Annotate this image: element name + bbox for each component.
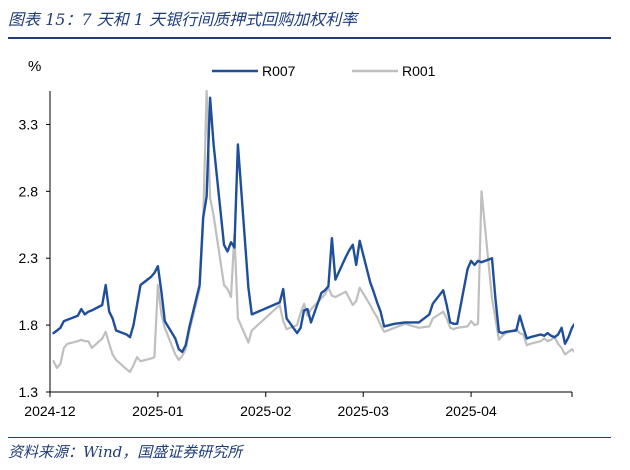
legend-item-r007: R007	[212, 63, 296, 79]
y-tick-label: 1.3	[19, 384, 39, 400]
x-tick-label: 2025-02	[240, 403, 292, 419]
legend-label: R001	[402, 63, 436, 79]
x-tick-label: 2025-04	[445, 403, 497, 419]
legend-item-r001: R001	[352, 63, 436, 79]
title-divider	[8, 37, 611, 39]
x-tick-label: 2024-12	[24, 403, 76, 419]
series-line-r007	[52, 96, 574, 354]
x-axis: 2024-12 2025-01 2025-02 2025-03 2025-04	[24, 391, 573, 419]
series-layer	[52, 90, 574, 373]
x-tick-label: 2025-03	[338, 403, 390, 419]
source-note: 资料来源：Wind，国盛证券研究所	[8, 443, 243, 461]
chart-area: % R007 R001 1.3 1.8 2.3 2.8 3.3 2024-12 2025-0…	[0, 40, 630, 436]
y-tick-label: 1.8	[19, 317, 39, 333]
y-axis: 1.3 1.8 2.3 2.8 3.3	[19, 91, 51, 400]
legend-label: R007	[262, 63, 296, 79]
y-axis-unit-label: %	[28, 58, 41, 75]
rate-line-chart: % R007 R001 1.3 1.8 2.3 2.8 3.3 2024-12 2025-0…	[19, 58, 574, 419]
y-tick-label: 2.3	[19, 250, 39, 266]
x-tick-label: 2025-01	[132, 403, 184, 419]
y-tick-label: 3.3	[19, 116, 39, 132]
figure-title: 图表 15：7 天和 1 天银行间质押式回购加权利率	[8, 10, 358, 29]
footer-divider	[8, 437, 611, 438]
chart-legend: R007 R001	[212, 63, 436, 79]
y-tick-label: 2.8	[19, 183, 39, 199]
